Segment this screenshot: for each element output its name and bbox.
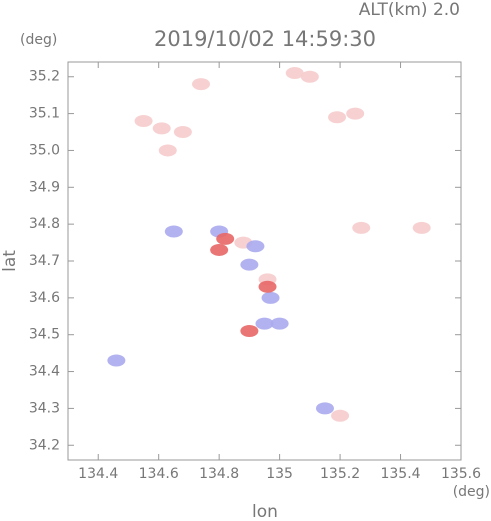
- echo: [328, 111, 347, 124]
- y-axis-label: lat: [0, 250, 20, 272]
- echo: [315, 402, 334, 415]
- echo: [152, 122, 171, 135]
- plot-frame: [67, 61, 462, 461]
- y-tick-label: 34.9: [29, 179, 60, 195]
- x-tick-label: 134.8: [199, 466, 239, 482]
- echo: [216, 232, 235, 245]
- echo: [210, 243, 229, 256]
- x-tick-label: 134.6: [139, 466, 179, 482]
- y-tick-label: 35.1: [29, 106, 60, 122]
- x-tick-label: 135.6: [441, 466, 481, 482]
- subtitle: ALT(km) 2.0: [359, 0, 460, 20]
- echo: [240, 258, 259, 271]
- chart-title: 2019/10/02 14:59:30: [154, 27, 376, 51]
- echo: [240, 325, 259, 338]
- echo: [346, 107, 365, 120]
- x-tick-label: 135.2: [320, 466, 360, 482]
- y-tick-label: 34.2: [29, 437, 60, 453]
- y-tick-label: 35.2: [29, 69, 60, 85]
- y-tick-label: 34.7: [29, 253, 60, 269]
- x-axis-label: lon: [252, 502, 278, 521]
- echo: [285, 67, 304, 80]
- echo: [331, 409, 350, 422]
- echo: [300, 70, 319, 83]
- echo: [107, 354, 126, 367]
- y-tick-label: 34.4: [29, 364, 60, 380]
- y-tick-label: 34.6: [29, 290, 60, 306]
- echo: [255, 317, 274, 330]
- echo: [164, 225, 183, 238]
- y-tick-label: 35.0: [29, 142, 60, 158]
- echo: [158, 144, 177, 157]
- echo: [261, 291, 280, 304]
- echo: [258, 280, 277, 293]
- echo: [270, 317, 289, 330]
- echo: [192, 78, 211, 91]
- echo: [352, 221, 371, 234]
- echo: [134, 114, 153, 127]
- x-tick-label: 135.4: [380, 466, 420, 482]
- x-tick-label: 134.4: [78, 466, 118, 482]
- echo: [173, 126, 192, 139]
- echo: [412, 221, 431, 234]
- x-tick-label: 135: [266, 466, 293, 482]
- y-tick-label: 34.3: [29, 400, 60, 416]
- echo: [246, 240, 265, 253]
- y-tick-label: 34.8: [29, 216, 60, 232]
- y-unit: (deg): [20, 32, 57, 48]
- y-tick-label: 34.5: [29, 327, 60, 343]
- x-unit: (deg): [453, 484, 490, 500]
